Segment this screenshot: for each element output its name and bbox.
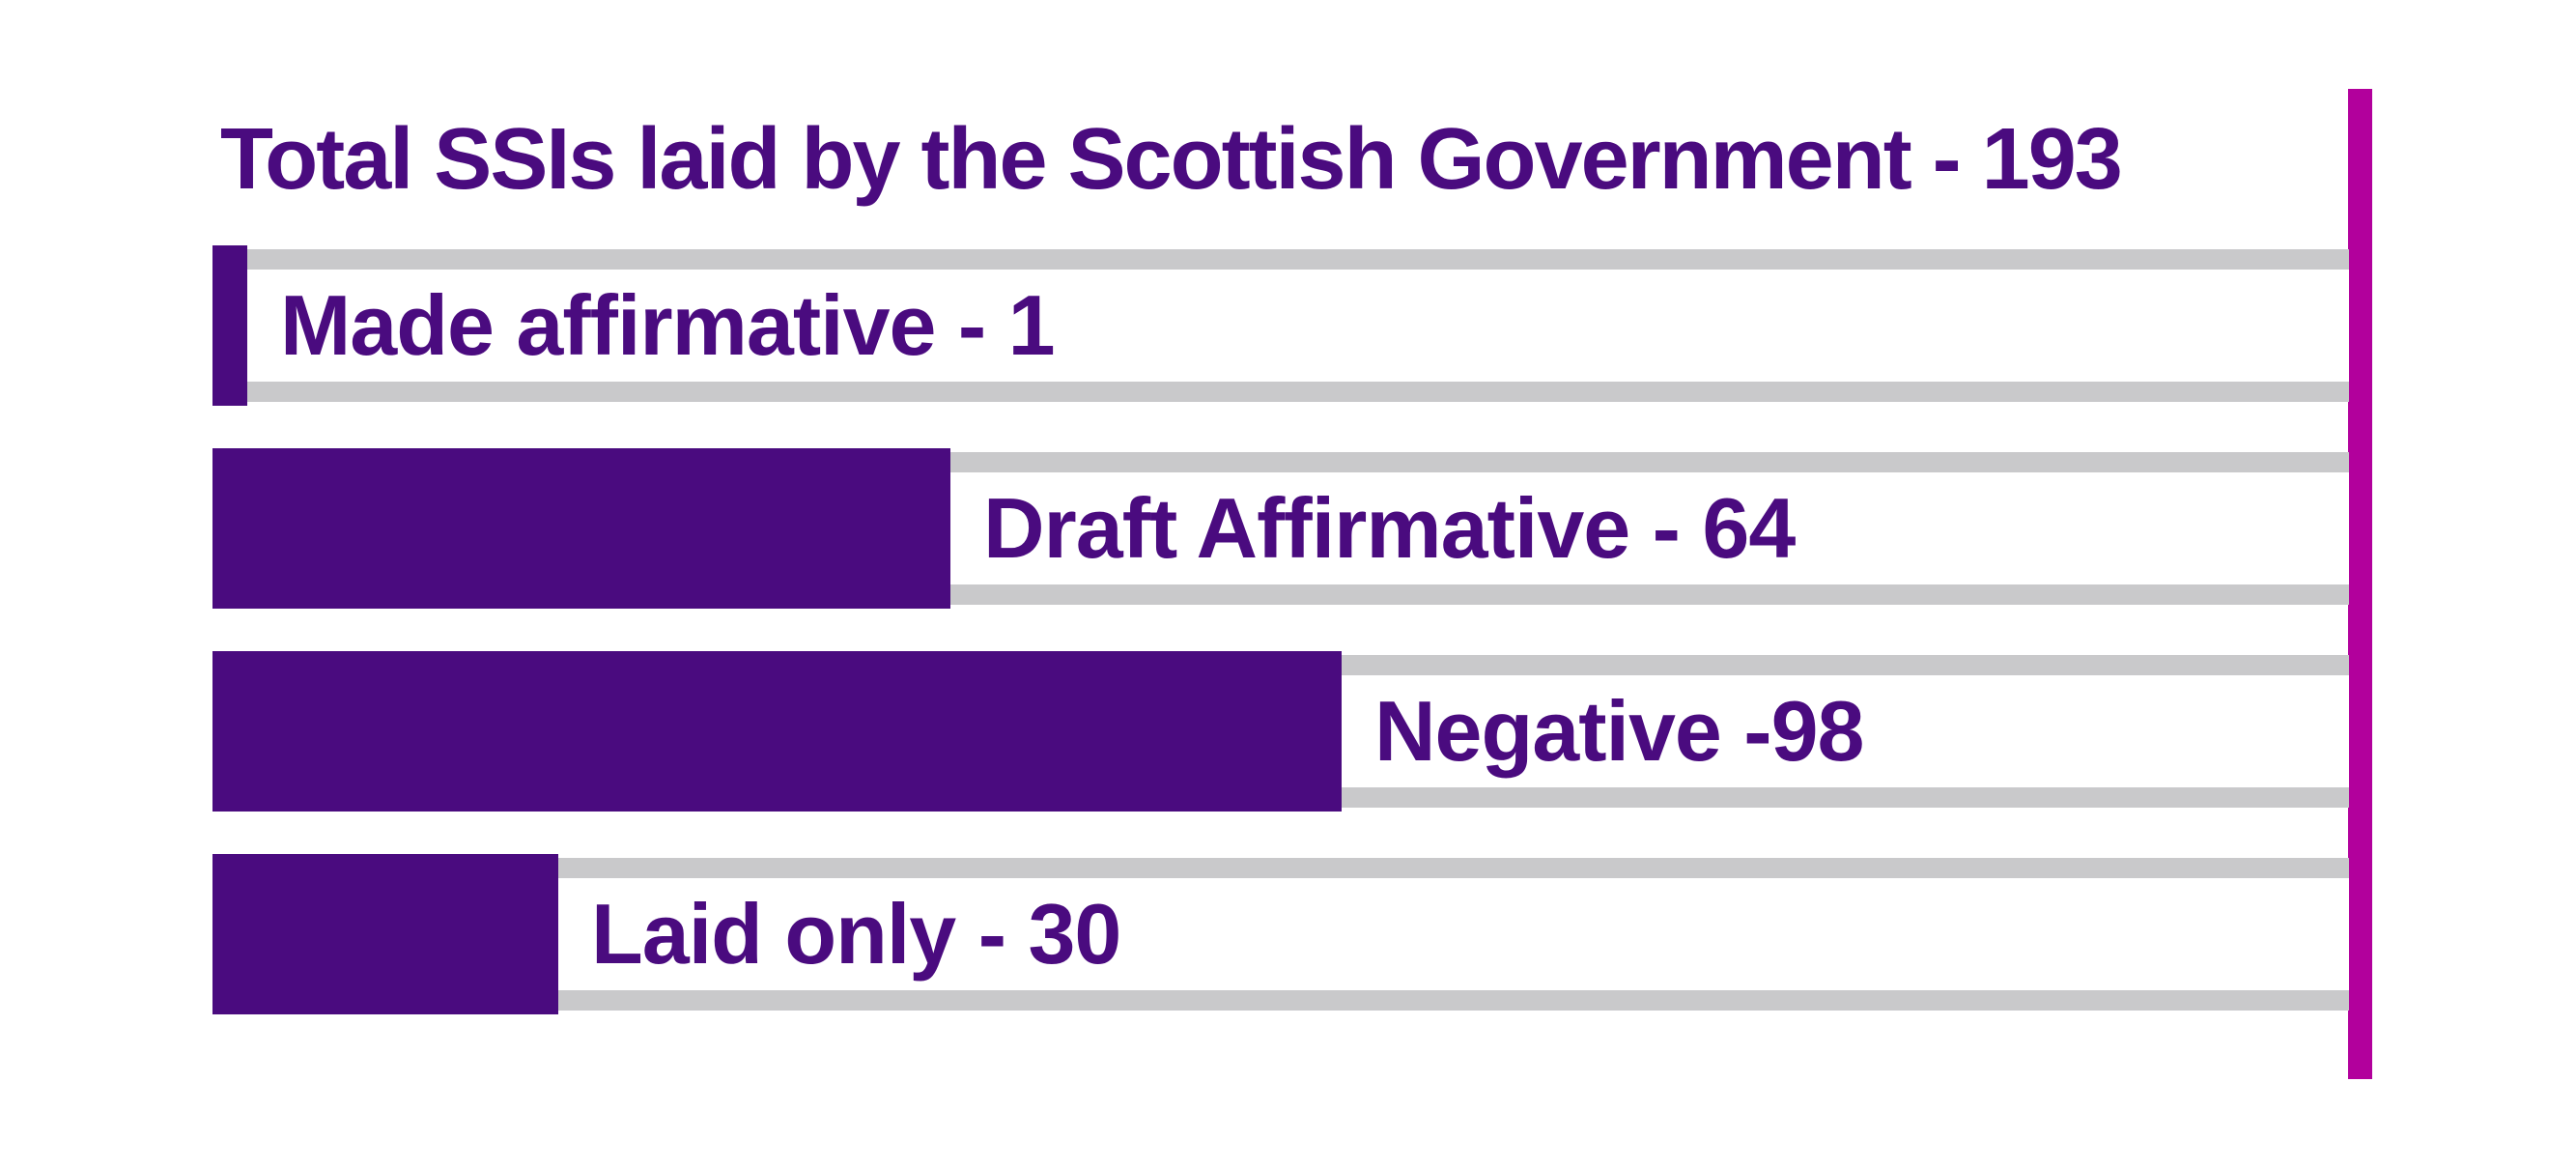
bar-label-laid-only: Laid only - 30 [591,886,1121,982]
bar-made-affirmative [212,245,247,406]
bar-row-draft-affirmative: Draft Affirmative - 64 [212,448,2349,609]
bar-row-made-affirmative: Made affirmative - 1 [212,245,2349,406]
bar-label-draft-affirmative: Draft Affirmative - 64 [983,480,1796,576]
bar-track [212,858,2349,1011]
bar-track [212,249,2349,402]
chart-title: Total SSIs laid by the Scottish Governme… [220,111,2123,208]
bar-track-inner [212,270,2349,382]
bar-row-laid-only: Laid only - 30 [212,854,2349,1014]
bar-row-negative: Negative -98 [212,651,2349,812]
bar-negative [212,651,1342,812]
right-accent-bar [2348,89,2372,1079]
bar-track-inner [212,878,2349,990]
bar-draft-affirmative [212,448,950,609]
bar-laid-only [212,854,558,1014]
bar-label-negative: Negative -98 [1374,683,1864,779]
bar-label-made-affirmative: Made affirmative - 1 [280,277,1056,373]
